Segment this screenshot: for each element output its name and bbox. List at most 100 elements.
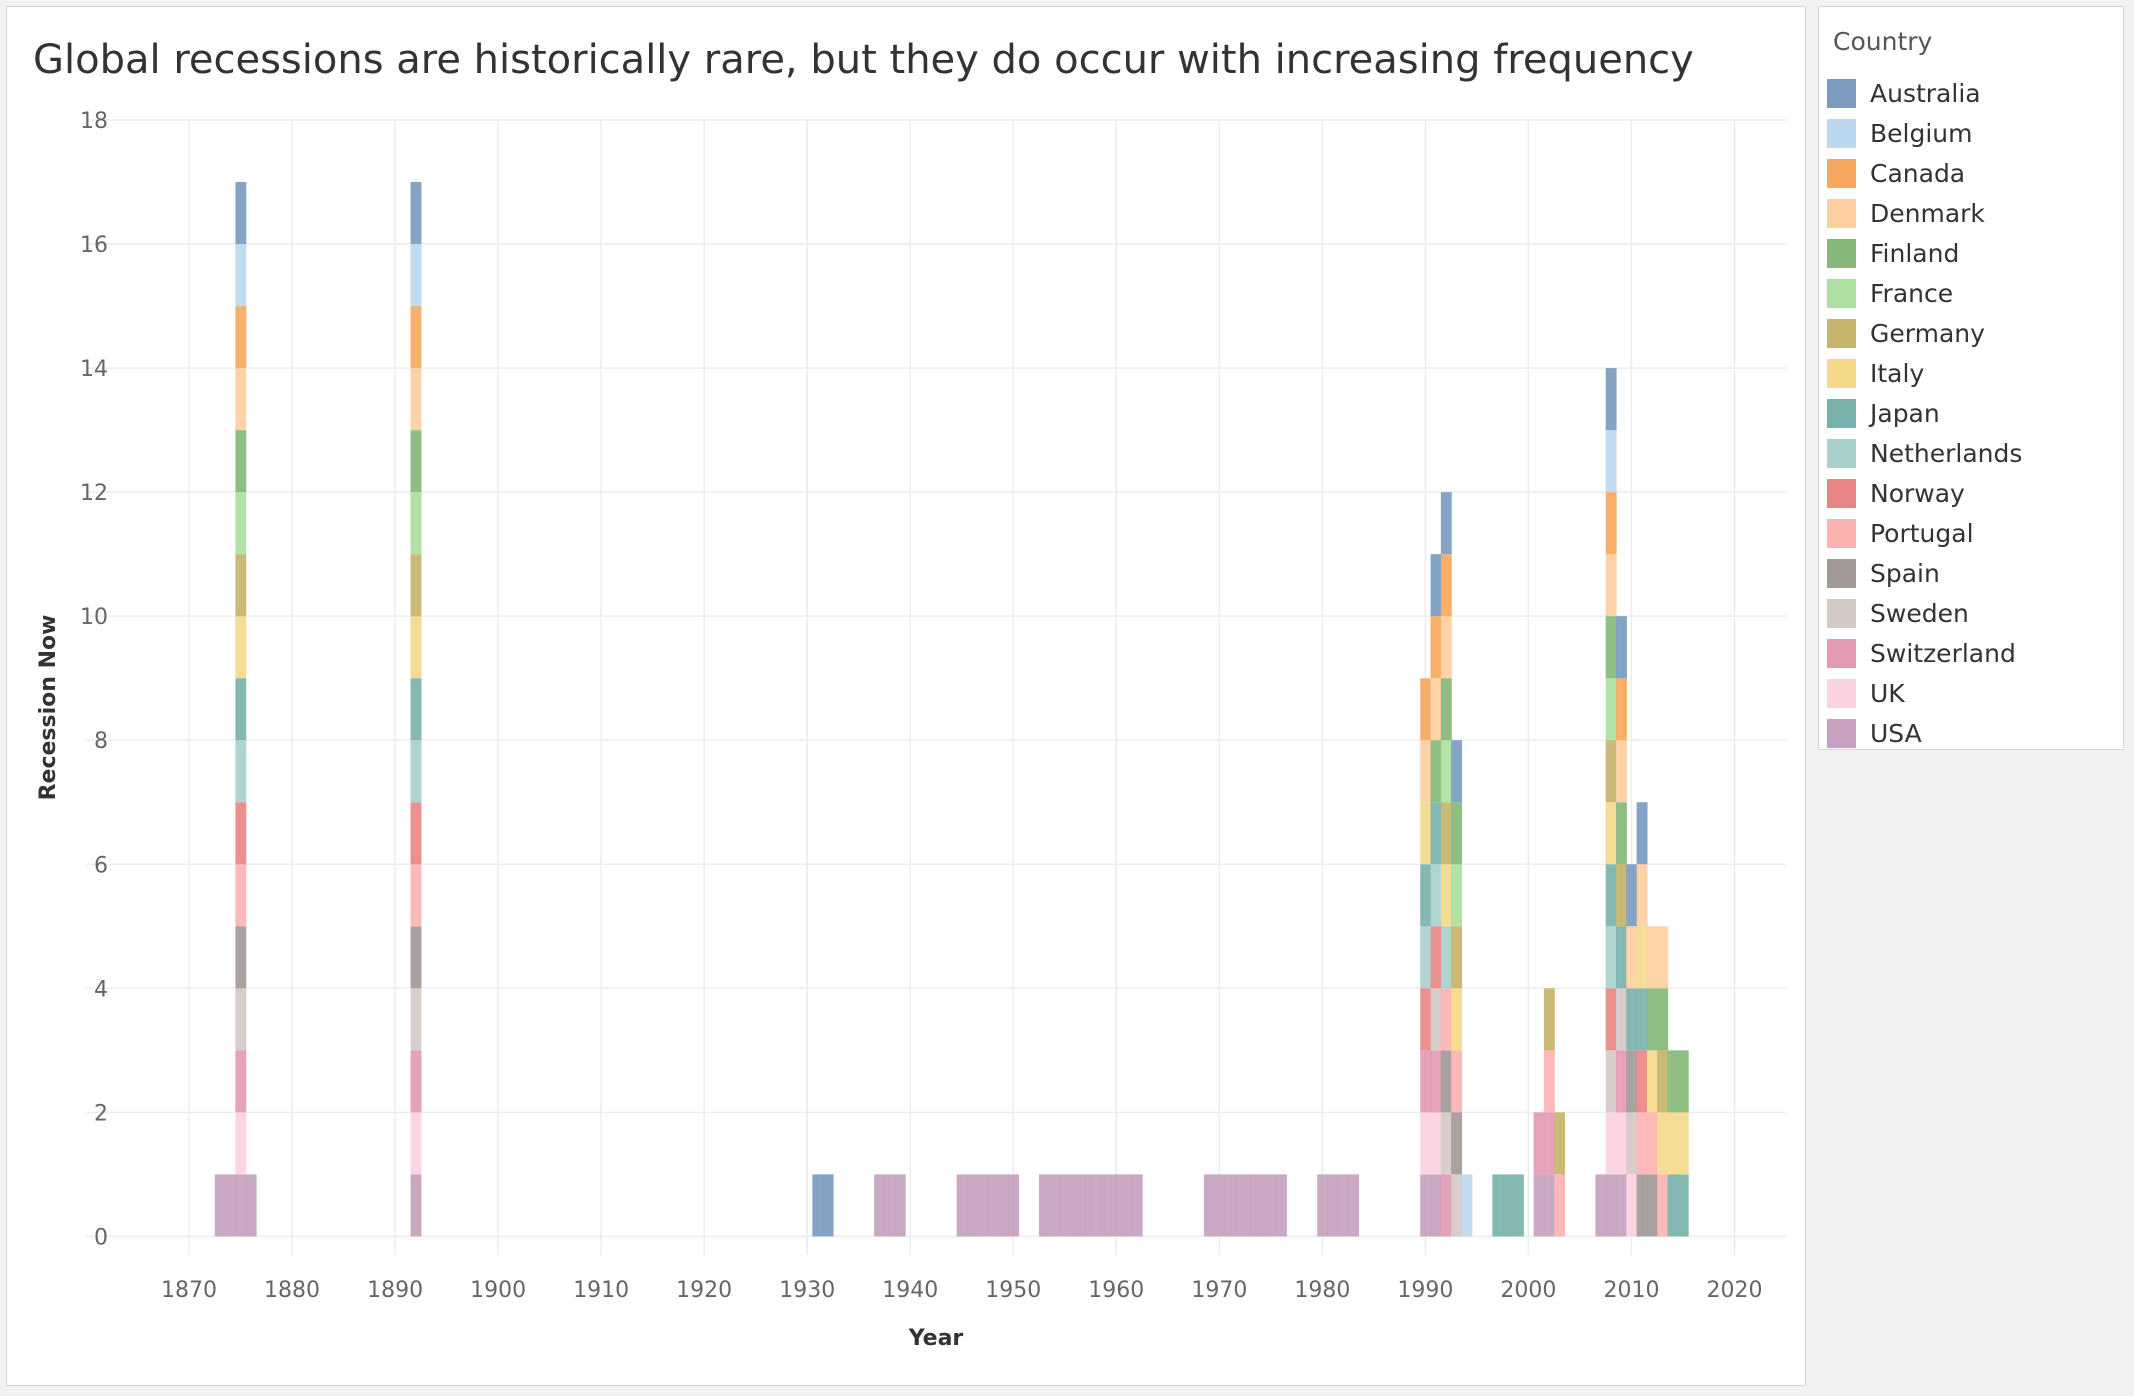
bar-segment — [1337, 1174, 1349, 1237]
legend-label: France — [1870, 278, 1954, 308]
bar-segment — [1492, 1174, 1504, 1237]
legend-item[interactable]: UK — [1827, 673, 2117, 713]
legend-item[interactable]: Spain — [1827, 553, 2117, 593]
legend-item[interactable]: Netherlands — [1827, 433, 2117, 473]
bar-segment — [1049, 1174, 1061, 1237]
legend-swatch — [1827, 558, 1856, 588]
y-axis-title: Recession Now — [36, 615, 61, 801]
bar-segment — [1111, 1174, 1123, 1237]
bar-segment — [987, 1174, 999, 1237]
bar-segment — [1430, 802, 1442, 865]
bar-segment — [410, 926, 422, 989]
bar-segment — [874, 1174, 886, 1237]
bar-segment — [966, 1174, 978, 1237]
bar-segment — [1420, 1050, 1432, 1113]
bar-segment — [1554, 1174, 1566, 1237]
bar-segment — [1265, 1174, 1277, 1237]
bar-segment — [214, 1174, 226, 1237]
legend-item[interactable]: France — [1827, 273, 2117, 313]
y-axis-ticks: 0 2 4 6 8 10 12 14 16 18 — [80, 109, 108, 1250]
bar-segment — [410, 1112, 422, 1175]
legend-swatch — [1827, 358, 1856, 388]
bar-segment — [1646, 1112, 1658, 1175]
legend-label: Netherlands — [1870, 438, 2023, 468]
bar-segment — [235, 492, 247, 555]
bar-segment — [1657, 1174, 1669, 1237]
y-tick-label: 4 — [94, 977, 108, 1002]
bar-segment — [1657, 1112, 1669, 1175]
bar-segment — [1512, 1174, 1524, 1237]
bar-segment — [1646, 1174, 1658, 1237]
bar-segment — [410, 678, 422, 741]
bar-segment — [1543, 1174, 1555, 1237]
legend-swatch — [1827, 718, 1856, 748]
bar-segment — [235, 554, 247, 617]
bar-segment — [1677, 1174, 1689, 1237]
bar-segment — [1440, 988, 1452, 1051]
legend-label: Italy — [1870, 358, 1925, 388]
bar-segment — [1451, 926, 1463, 989]
legend-item[interactable]: Finland — [1827, 233, 2117, 273]
bar-segment — [1440, 554, 1452, 617]
bar-segment — [884, 1174, 896, 1237]
x-tick-label: 1940 — [882, 1278, 938, 1303]
legend-item[interactable]: Canada — [1827, 153, 2117, 193]
legend-label: Sweden — [1870, 598, 1969, 628]
legend-label: Switzerland — [1870, 638, 2016, 668]
legend-item[interactable]: Italy — [1827, 353, 2117, 393]
bar-segment — [1554, 1112, 1566, 1175]
bar-segment — [1430, 740, 1442, 803]
bar-segment — [1440, 740, 1452, 803]
bar-segment — [225, 1174, 236, 1237]
grid — [86, 119, 1786, 1255]
bar-segment — [1616, 864, 1627, 927]
bar-segment — [410, 1174, 422, 1237]
bar-segment — [1657, 1050, 1669, 1113]
bar-segment — [1440, 1174, 1452, 1237]
legend-item[interactable]: Portugal — [1827, 513, 2117, 553]
legend-panel: Country Australia Belgium Canada Denmark Fin… — [1818, 6, 2124, 750]
legend-label: Spain — [1870, 558, 1940, 588]
bar-segment — [1605, 802, 1617, 865]
legend-item[interactable]: Norway — [1827, 473, 2117, 513]
bar-segment — [1616, 1174, 1627, 1237]
legend-item[interactable]: Switzerland — [1827, 633, 2117, 673]
bar-segment — [1008, 1174, 1020, 1237]
bar-segment — [1502, 1174, 1514, 1237]
bar-segment — [1420, 1112, 1432, 1175]
legend-label: Portugal — [1870, 518, 1974, 548]
bar-segment — [1317, 1174, 1329, 1237]
bar-segment — [1595, 1174, 1607, 1237]
legend-item[interactable]: Sweden — [1827, 593, 2117, 633]
bar-segment — [1605, 864, 1617, 927]
legend-label: USA — [1870, 718, 1922, 748]
x-tick-label: 1960 — [1088, 1278, 1144, 1303]
bar-segment — [1451, 988, 1463, 1051]
bar-segment — [1667, 1112, 1679, 1175]
bar-segment — [1059, 1174, 1071, 1237]
legend-item[interactable]: USA — [1827, 713, 2117, 753]
legend-item[interactable]: Denmark — [1827, 193, 2117, 233]
bar-segment — [1636, 988, 1648, 1051]
bar-segment — [1646, 1050, 1658, 1113]
bar-segment — [1616, 1050, 1627, 1113]
bar-segment — [1626, 926, 1638, 989]
bar-segment — [1626, 988, 1638, 1051]
legend-item[interactable]: Germany — [1827, 313, 2117, 353]
bar-segment — [1080, 1174, 1092, 1237]
legend-item[interactable]: Japan — [1827, 393, 2117, 433]
legend-label: Canada — [1870, 158, 1966, 188]
bar-segment — [1616, 678, 1627, 741]
bar-segment — [410, 1050, 422, 1113]
bar-segment — [1430, 678, 1442, 741]
legend-item[interactable]: Australia — [1827, 73, 2117, 113]
legend-item[interactable]: Belgium — [1827, 113, 2117, 153]
bar-segment — [1667, 1050, 1679, 1113]
x-tick-label: 1880 — [264, 1278, 320, 1303]
bar-segment — [1420, 864, 1432, 927]
legend-swatch — [1827, 198, 1856, 228]
bar-segment — [1255, 1174, 1267, 1237]
bar-segment — [1605, 430, 1617, 493]
bar-segment — [235, 1112, 247, 1175]
bar-segment — [1605, 616, 1617, 679]
